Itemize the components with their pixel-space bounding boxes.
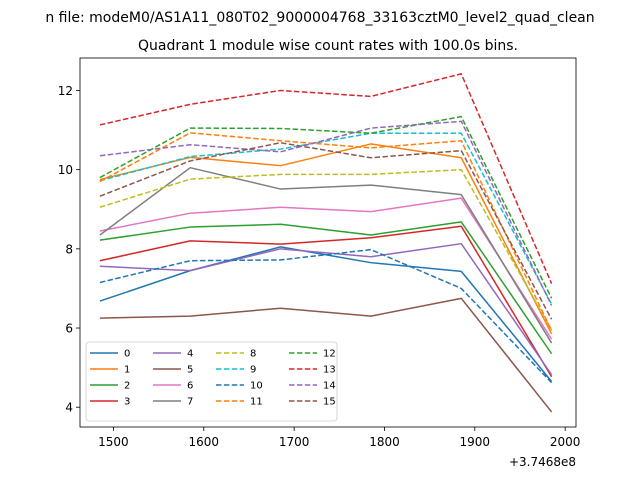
y-tick-label: 4 bbox=[65, 401, 73, 415]
series-line-11 bbox=[99, 132, 553, 332]
legend-label-4: 4 bbox=[187, 349, 193, 360]
x-tick-label: 1500 bbox=[98, 435, 129, 449]
legend-label-3: 3 bbox=[124, 397, 130, 408]
series-line-4 bbox=[99, 242, 553, 376]
legend-label-10: 10 bbox=[250, 381, 263, 392]
legend-label-1: 1 bbox=[124, 365, 130, 376]
series-line-12 bbox=[99, 115, 553, 299]
y-tick-label: 6 bbox=[65, 322, 73, 336]
series-line-15 bbox=[99, 141, 553, 320]
axes-frame bbox=[79, 57, 577, 428]
x-axis: 1500 1600 1700 1800 1900 2000 bbox=[98, 427, 580, 449]
legend-label-12: 12 bbox=[323, 349, 336, 360]
legend-label-7: 7 bbox=[187, 397, 193, 408]
x-tick-label: 1900 bbox=[460, 435, 491, 449]
legend-label-9: 9 bbox=[250, 365, 256, 376]
series-line-13 bbox=[99, 73, 553, 284]
series-line-2 bbox=[99, 221, 553, 355]
series-line-9 bbox=[99, 132, 553, 305]
series-line-3 bbox=[99, 225, 553, 378]
y-tick-label: 12 bbox=[58, 84, 73, 98]
x-tick-label: 1600 bbox=[189, 435, 220, 449]
series-line-1 bbox=[99, 143, 553, 335]
y-tick-label: 10 bbox=[58, 163, 73, 177]
series-line-5 bbox=[99, 297, 553, 413]
legend-label-2: 2 bbox=[124, 381, 130, 392]
legend-label-14: 14 bbox=[323, 381, 336, 392]
x-tick-label: 2000 bbox=[550, 435, 581, 449]
y-tick-label: 8 bbox=[65, 242, 73, 256]
legend-label-0: 0 bbox=[124, 349, 130, 360]
legend-label-8: 8 bbox=[250, 349, 256, 360]
chart-title: Quadrant 1 module wise count rates with … bbox=[138, 38, 518, 54]
figure-suptitle: n file: modeM0/AS1A11_080T02_9000004768_… bbox=[45, 10, 594, 26]
x-tick-label: 1700 bbox=[279, 435, 310, 449]
legend-label-5: 5 bbox=[187, 365, 193, 376]
series-line-7 bbox=[99, 166, 553, 344]
legend-label-6: 6 bbox=[187, 381, 193, 392]
series-line-6 bbox=[99, 197, 553, 340]
series-line-8 bbox=[99, 168, 553, 331]
legend-label-15: 15 bbox=[323, 397, 336, 408]
series-line-14 bbox=[99, 120, 553, 306]
x-offset-label: +3.7468e8 bbox=[509, 455, 576, 469]
legend-label-13: 13 bbox=[323, 365, 336, 376]
legend-label-11: 11 bbox=[250, 397, 263, 408]
y-axis: 4 6 8 10 12 bbox=[58, 84, 80, 415]
series-line-0 bbox=[99, 246, 553, 382]
legend-frame bbox=[85, 341, 338, 422]
series-layer bbox=[99, 73, 553, 413]
x-tick-label: 1800 bbox=[369, 435, 400, 449]
